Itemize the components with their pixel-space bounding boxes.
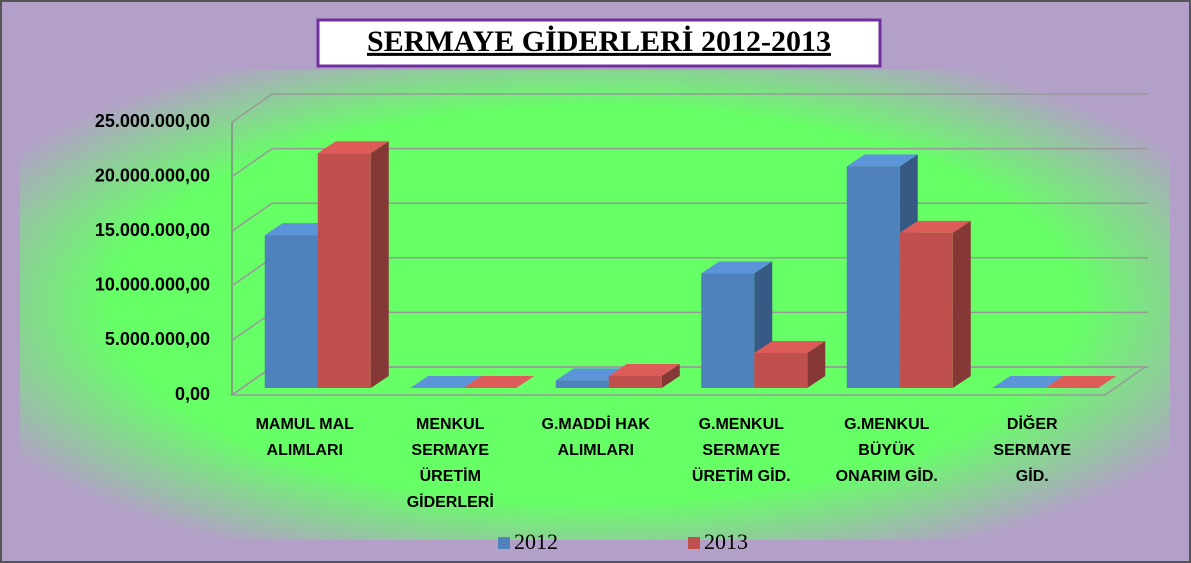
bar-top bbox=[701, 261, 773, 274]
y-tick-label: 10.000.000,00 bbox=[95, 275, 210, 295]
bar-top bbox=[899, 220, 971, 233]
bar-top bbox=[1045, 376, 1117, 388]
bar-top bbox=[410, 376, 482, 388]
legend-label: 2013 bbox=[704, 529, 748, 554]
grid-line bbox=[231, 93, 1148, 123]
x-tick-label: G.MENKUL BÜYÜK ONARIM GİD. bbox=[835, 416, 938, 485]
bar-side bbox=[661, 363, 680, 388]
legend-label: 2012 bbox=[514, 529, 558, 554]
bar-top bbox=[754, 341, 826, 354]
bar bbox=[555, 380, 609, 388]
bar-side bbox=[370, 141, 389, 388]
y-tick-label: 5.000.000,00 bbox=[105, 329, 210, 349]
bar bbox=[846, 166, 900, 388]
bar bbox=[754, 353, 808, 388]
bar-top bbox=[317, 141, 389, 154]
bar-top bbox=[463, 376, 535, 388]
y-tick-label: 25.000.000,00 bbox=[95, 111, 210, 131]
x-tick-label: MENKUL SERMAYE ÜRETİM GİDERLERİ bbox=[406, 416, 494, 511]
x-tick-label: MAMUL MAL ALIMLARI bbox=[255, 416, 354, 459]
x-tick-label: DİĞER SERMAYE GİD. bbox=[993, 416, 1072, 485]
legend-swatch bbox=[498, 537, 510, 549]
bar-top bbox=[992, 376, 1064, 388]
y-tick-label: 0,00 bbox=[175, 384, 210, 404]
bar bbox=[264, 235, 318, 388]
x-tick-label: G.MENKUL SERMAYE ÜRETİM GİD. bbox=[691, 416, 791, 485]
bar-top bbox=[608, 363, 680, 376]
bar bbox=[317, 153, 371, 388]
bar-side bbox=[952, 220, 971, 388]
x-tick-label: G.MADDİ HAK ALIMLARI bbox=[541, 416, 650, 459]
bar bbox=[899, 232, 953, 388]
grid-line bbox=[231, 147, 1148, 178]
bar bbox=[701, 273, 755, 388]
y-tick-label: 15.000.000,00 bbox=[95, 220, 210, 240]
legend-swatch bbox=[688, 537, 700, 549]
bar-side bbox=[807, 341, 826, 388]
y-tick-label: 20.000.000,00 bbox=[95, 165, 210, 185]
bar-top bbox=[846, 154, 918, 167]
bar bbox=[608, 375, 662, 388]
chart-title: SERMAYE GİDERLERİ 2012-2013 bbox=[367, 25, 831, 58]
title-box bbox=[316, 18, 882, 68]
